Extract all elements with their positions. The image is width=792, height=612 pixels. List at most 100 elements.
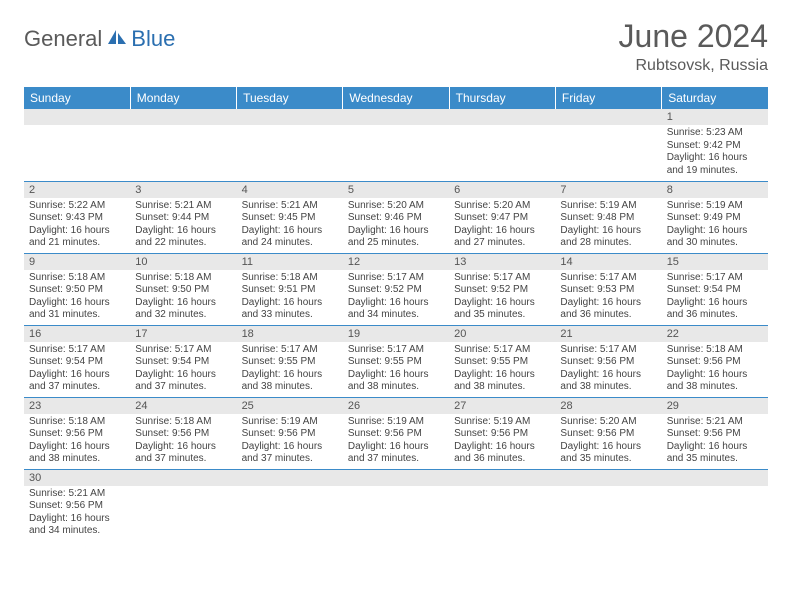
day-number: 6 [449, 182, 555, 198]
calendar-day-cell: 2Sunrise: 5:22 AMSunset: 9:43 PMDaylight… [24, 181, 130, 253]
day-number-empty [662, 470, 768, 486]
calendar-day-cell [237, 469, 343, 541]
day-details: Sunrise: 5:18 AMSunset: 9:50 PMDaylight:… [130, 270, 236, 325]
day-details: Sunrise: 5:19 AMSunset: 9:56 PMDaylight:… [343, 414, 449, 469]
calendar-day-cell [555, 109, 661, 181]
calendar-day-cell [343, 469, 449, 541]
day-number: 19 [343, 326, 449, 342]
day-details: Sunrise: 5:17 AMSunset: 9:55 PMDaylight:… [343, 342, 449, 397]
calendar-day-cell: 12Sunrise: 5:17 AMSunset: 9:52 PMDayligh… [343, 253, 449, 325]
calendar-day-cell: 18Sunrise: 5:17 AMSunset: 9:55 PMDayligh… [237, 325, 343, 397]
day-details: Sunrise: 5:19 AMSunset: 9:56 PMDaylight:… [237, 414, 343, 469]
day-number: 15 [662, 254, 768, 270]
calendar-day-cell: 19Sunrise: 5:17 AMSunset: 9:55 PMDayligh… [343, 325, 449, 397]
logo: General Blue [24, 26, 175, 52]
day-number-empty [130, 109, 236, 125]
day-header: Saturday [662, 87, 768, 109]
day-number: 13 [449, 254, 555, 270]
calendar-day-cell: 21Sunrise: 5:17 AMSunset: 9:56 PMDayligh… [555, 325, 661, 397]
day-header: Tuesday [237, 87, 343, 109]
calendar-week-row: 16Sunrise: 5:17 AMSunset: 9:54 PMDayligh… [24, 325, 768, 397]
calendar-day-cell: 29Sunrise: 5:21 AMSunset: 9:56 PMDayligh… [662, 397, 768, 469]
day-number: 23 [24, 398, 130, 414]
day-number: 22 [662, 326, 768, 342]
calendar-day-cell [662, 469, 768, 541]
calendar-day-cell [449, 109, 555, 181]
calendar-day-cell [343, 109, 449, 181]
day-number: 9 [24, 254, 130, 270]
day-header: Thursday [449, 87, 555, 109]
day-details: Sunrise: 5:19 AMSunset: 9:56 PMDaylight:… [449, 414, 555, 469]
day-number-empty [449, 470, 555, 486]
day-number: 28 [555, 398, 661, 414]
calendar-day-cell: 3Sunrise: 5:21 AMSunset: 9:44 PMDaylight… [130, 181, 236, 253]
calendar-day-cell: 16Sunrise: 5:17 AMSunset: 9:54 PMDayligh… [24, 325, 130, 397]
day-number: 7 [555, 182, 661, 198]
day-header-row: SundayMondayTuesdayWednesdayThursdayFrid… [24, 87, 768, 109]
calendar-body: 1Sunrise: 5:23 AMSunset: 9:42 PMDaylight… [24, 109, 768, 541]
logo-text-general: General [24, 26, 102, 52]
day-details: Sunrise: 5:21 AMSunset: 9:45 PMDaylight:… [237, 198, 343, 253]
calendar-day-cell: 5Sunrise: 5:20 AMSunset: 9:46 PMDaylight… [343, 181, 449, 253]
calendar-table: SundayMondayTuesdayWednesdayThursdayFrid… [24, 87, 768, 541]
calendar-week-row: 30Sunrise: 5:21 AMSunset: 9:56 PMDayligh… [24, 469, 768, 541]
day-number: 5 [343, 182, 449, 198]
day-number-empty [343, 470, 449, 486]
calendar-day-cell [130, 469, 236, 541]
day-number: 24 [130, 398, 236, 414]
day-number-empty [555, 109, 661, 125]
logo-text-blue: Blue [131, 26, 175, 52]
day-number: 14 [555, 254, 661, 270]
calendar-day-cell [24, 109, 130, 181]
calendar-day-cell: 23Sunrise: 5:18 AMSunset: 9:56 PMDayligh… [24, 397, 130, 469]
day-details: Sunrise: 5:17 AMSunset: 9:54 PMDaylight:… [130, 342, 236, 397]
day-number: 18 [237, 326, 343, 342]
calendar-day-cell [130, 109, 236, 181]
day-details: Sunrise: 5:20 AMSunset: 9:56 PMDaylight:… [555, 414, 661, 469]
day-details: Sunrise: 5:17 AMSunset: 9:52 PMDaylight:… [449, 270, 555, 325]
calendar-week-row: 23Sunrise: 5:18 AMSunset: 9:56 PMDayligh… [24, 397, 768, 469]
day-details: Sunrise: 5:18 AMSunset: 9:56 PMDaylight:… [24, 414, 130, 469]
day-number: 1 [662, 109, 768, 125]
day-details: Sunrise: 5:17 AMSunset: 9:52 PMDaylight:… [343, 270, 449, 325]
day-number: 12 [343, 254, 449, 270]
calendar-day-cell: 7Sunrise: 5:19 AMSunset: 9:48 PMDaylight… [555, 181, 661, 253]
calendar-day-cell [237, 109, 343, 181]
calendar-week-row: 1Sunrise: 5:23 AMSunset: 9:42 PMDaylight… [24, 109, 768, 181]
header: General Blue June 2024 Rubtsovsk, Russia [24, 18, 768, 75]
day-details: Sunrise: 5:18 AMSunset: 9:56 PMDaylight:… [662, 342, 768, 397]
day-number: 2 [24, 182, 130, 198]
title-block: June 2024 Rubtsovsk, Russia [619, 18, 768, 75]
day-number: 26 [343, 398, 449, 414]
day-details: Sunrise: 5:20 AMSunset: 9:47 PMDaylight:… [449, 198, 555, 253]
day-number: 21 [555, 326, 661, 342]
day-details: Sunrise: 5:23 AMSunset: 9:42 PMDaylight:… [662, 125, 768, 180]
day-details: Sunrise: 5:17 AMSunset: 9:55 PMDaylight:… [237, 342, 343, 397]
day-number-empty [24, 109, 130, 125]
day-details: Sunrise: 5:17 AMSunset: 9:54 PMDaylight:… [662, 270, 768, 325]
day-number: 17 [130, 326, 236, 342]
location-label: Rubtsovsk, Russia [619, 57, 768, 75]
calendar-day-cell: 9Sunrise: 5:18 AMSunset: 9:50 PMDaylight… [24, 253, 130, 325]
day-details: Sunrise: 5:20 AMSunset: 9:46 PMDaylight:… [343, 198, 449, 253]
day-details: Sunrise: 5:18 AMSunset: 9:50 PMDaylight:… [24, 270, 130, 325]
calendar-day-cell: 30Sunrise: 5:21 AMSunset: 9:56 PMDayligh… [24, 469, 130, 541]
day-details: Sunrise: 5:17 AMSunset: 9:53 PMDaylight:… [555, 270, 661, 325]
calendar-week-row: 9Sunrise: 5:18 AMSunset: 9:50 PMDaylight… [24, 253, 768, 325]
day-number: 27 [449, 398, 555, 414]
calendar-week-row: 2Sunrise: 5:22 AMSunset: 9:43 PMDaylight… [24, 181, 768, 253]
calendar-day-cell [449, 469, 555, 541]
calendar-day-cell: 1Sunrise: 5:23 AMSunset: 9:42 PMDaylight… [662, 109, 768, 181]
day-number: 20 [449, 326, 555, 342]
day-details: Sunrise: 5:17 AMSunset: 9:55 PMDaylight:… [449, 342, 555, 397]
calendar-day-cell: 24Sunrise: 5:18 AMSunset: 9:56 PMDayligh… [130, 397, 236, 469]
day-details: Sunrise: 5:19 AMSunset: 9:48 PMDaylight:… [555, 198, 661, 253]
calendar-day-cell: 10Sunrise: 5:18 AMSunset: 9:50 PMDayligh… [130, 253, 236, 325]
day-details: Sunrise: 5:17 AMSunset: 9:56 PMDaylight:… [555, 342, 661, 397]
day-number-empty [555, 470, 661, 486]
calendar-day-cell: 22Sunrise: 5:18 AMSunset: 9:56 PMDayligh… [662, 325, 768, 397]
day-details: Sunrise: 5:21 AMSunset: 9:56 PMDaylight:… [24, 486, 130, 541]
day-number: 8 [662, 182, 768, 198]
logo-sail-icon [106, 28, 128, 51]
calendar-day-cell: 11Sunrise: 5:18 AMSunset: 9:51 PMDayligh… [237, 253, 343, 325]
